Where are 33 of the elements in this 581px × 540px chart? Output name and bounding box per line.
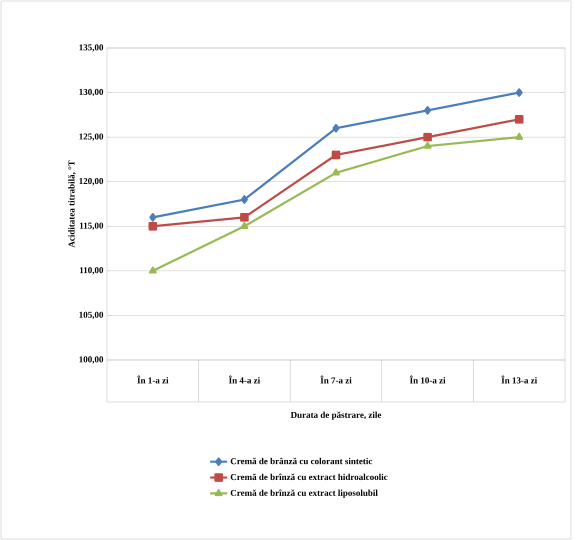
point (514, 115, 524, 124)
x-tick-label: În 1-a zi (137, 376, 168, 384)
y-tick-label: 130,00 (79, 88, 104, 96)
point (148, 222, 158, 231)
y-tick-label: 105,00 (79, 312, 104, 320)
x-tick-label: În 7-a zi (320, 376, 352, 384)
x-tick-label: În 10-a zi (410, 376, 446, 384)
y-tick-label: 135,00 (79, 44, 104, 52)
x-tick-label: În 4-a zi (228, 376, 260, 384)
y-axis-title: Aciditatea titrabilă, °T (68, 160, 76, 248)
point (149, 213, 156, 222)
y-tick-label: 125,00 (79, 133, 104, 141)
point (240, 222, 248, 229)
point (424, 106, 432, 115)
y-tick-label: 120,00 (79, 178, 104, 186)
point (332, 124, 340, 133)
point (240, 195, 248, 204)
y-tick-label: 110,00 (80, 267, 104, 275)
legend-label: Cremă de brânză cu colorant sintetic (230, 458, 372, 464)
y-tick-label: 100,00 (79, 356, 104, 364)
point (423, 132, 432, 142)
point (240, 213, 249, 222)
legend-label: Cremă de brînză cu extract liposolubil (230, 489, 378, 498)
x-tick-label: În 13-a zi (501, 376, 538, 384)
legend-label: Cremă de brînză cu extract hidroalcoolic (230, 474, 388, 480)
point (332, 168, 340, 176)
point (424, 142, 432, 149)
point (515, 132, 524, 140)
point (148, 266, 157, 274)
y-tick-label: 115,00 (80, 222, 104, 230)
x-axis-title: Durata de păstrare, zile (290, 412, 382, 420)
point (332, 150, 340, 160)
point (516, 88, 523, 97)
